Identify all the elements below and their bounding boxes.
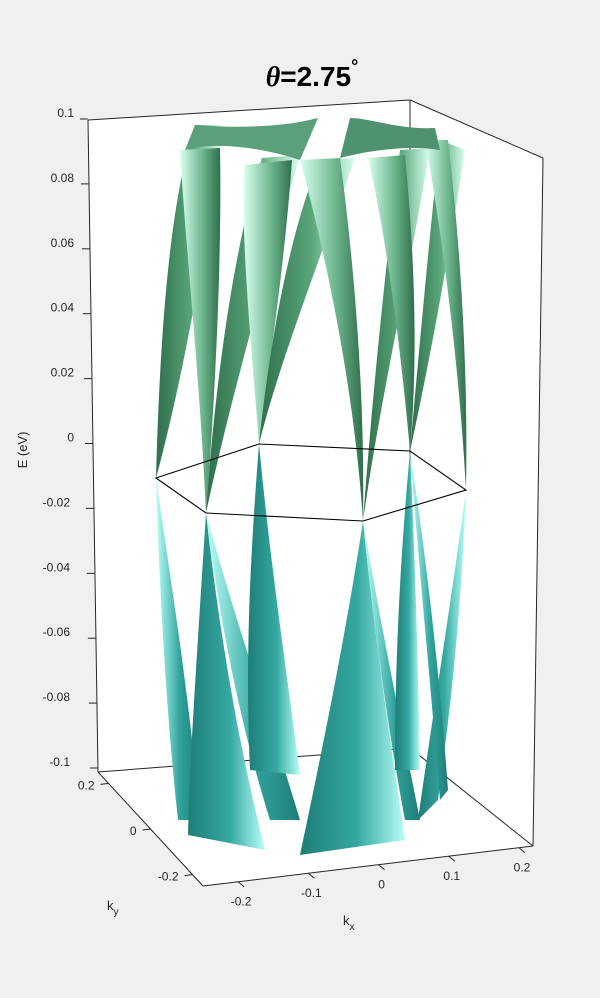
upper-band-surface (259, 158, 355, 444)
upper-band-surface (363, 148, 430, 521)
z-tick-label: 0.02 (51, 366, 75, 380)
x-tick-label: 0.1 (443, 869, 460, 883)
x-axis-label: kx (343, 913, 355, 933)
axes-box-edge (409, 99, 544, 159)
z-tick-label: -0.06 (43, 625, 71, 639)
z-tick-label: 0.04 (51, 301, 75, 315)
brillouin-zone-hexagon (154, 443, 468, 522)
z-tick-label: -0.08 (43, 690, 71, 704)
y-tick-mark (184, 874, 193, 877)
upper-band-surface (368, 155, 415, 451)
lower-band-surface (418, 490, 466, 820)
y-tick-label: -0.2 (158, 870, 179, 884)
y-tick-mark (142, 828, 151, 831)
upper-band-surface (425, 140, 467, 490)
upper-band-surface (180, 148, 221, 513)
upper-band-surface (243, 160, 292, 444)
axes-box-edge (202, 845, 534, 887)
x-axis-ticks: -0.2 -0.1 0 0.1 0.2 (231, 847, 531, 909)
x-tick-label: -0.1 (301, 886, 322, 900)
axes-box-edge (87, 119, 99, 773)
z-tick-label: -0.04 (43, 560, 71, 574)
z-tick-label: 0.08 (51, 171, 75, 185)
x-tick-label: 0 (378, 878, 385, 892)
lower-band-surface (395, 451, 420, 770)
axes-box-edge (532, 157, 544, 847)
x-tick-mark (448, 855, 456, 862)
y-tick-label: 0.2 (78, 778, 95, 792)
lower-band-surface (410, 451, 448, 800)
z-tick-label: 0.1 (57, 106, 74, 120)
axes-panel-side (410, 100, 543, 846)
x-tick-mark (307, 872, 315, 879)
x-tick-mark (237, 881, 245, 888)
y-tick-label: 0 (130, 824, 137, 838)
lower-band-surface (156, 478, 200, 820)
upper-band-surface (185, 118, 318, 160)
z-tick-label: 0.06 (51, 236, 75, 250)
x-tick-label: 0.2 (514, 861, 531, 875)
z-tick-label: -0.02 (43, 495, 71, 509)
z-axis-ticks: 0.1 0.08 0.06 0.04 0.02 0 -0.02 -0.04 -0.06 -0.08… (43, 106, 98, 769)
x-tick-mark (378, 864, 385, 871)
lower-band-surface (300, 521, 405, 855)
lower-band-surface (248, 444, 300, 775)
upper-band-surface (340, 118, 440, 158)
chart-title: θ=2.75° (266, 56, 359, 93)
z-axis-label: E (eV) (15, 432, 30, 469)
band-surfaces (156, 118, 467, 855)
z-tick-label: -0.1 (49, 755, 70, 769)
y-tick-mark (100, 782, 109, 785)
lower-band-surface (188, 513, 265, 850)
axes-box-edge (87, 99, 411, 121)
x-tick-mark (518, 847, 526, 854)
upper-band-surface (300, 158, 364, 521)
y-axis-ticks: 0.2 0 -0.2 (78, 778, 193, 884)
y-axis-label: ky (107, 898, 119, 918)
x-tick-label: -0.2 (231, 895, 252, 909)
z-tick-label: 0 (67, 431, 74, 445)
